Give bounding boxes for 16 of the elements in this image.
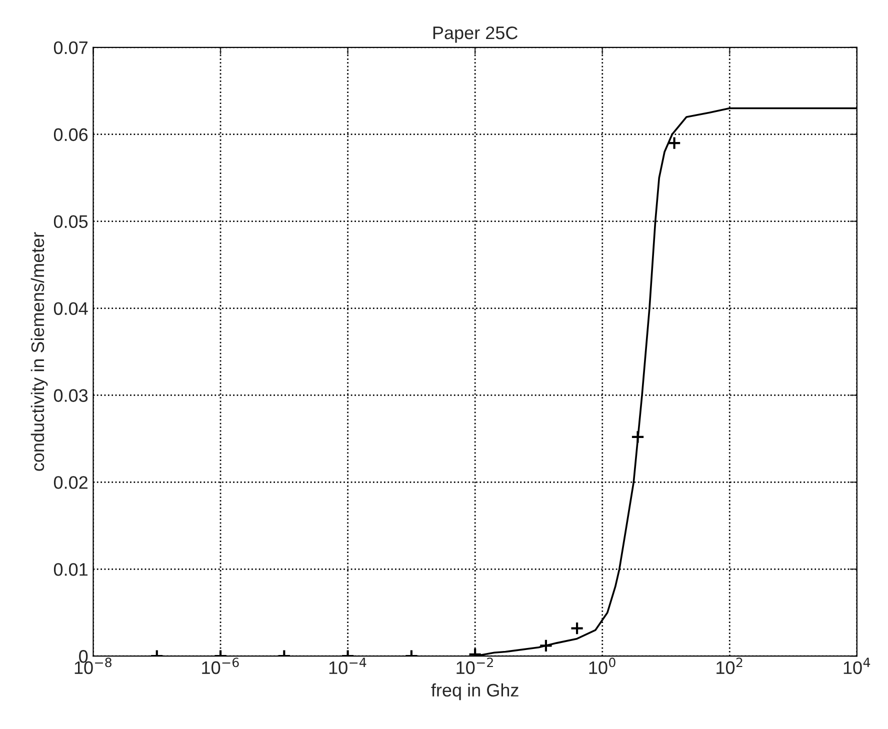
y-tick-label: 0.07 (54, 41, 88, 54)
x-tick-label: 10$^{−6}$ (202, 658, 239, 674)
y-tick-label: 0.01 (54, 563, 88, 576)
y-tick-label: 0.05 (54, 215, 88, 228)
x-tick-label: 10$^{−2}$ (456, 658, 493, 674)
y-tick-label: 0.02 (54, 476, 88, 489)
x-tick-label: 10$^{−4}$ (329, 658, 366, 674)
x-tick-label: 10$^{2}$ (716, 658, 742, 674)
x-tick-label: 10$^{0}$ (589, 658, 616, 674)
chart-title: Paper 25C (433, 26, 518, 43)
y-tick-label: 0.06 (54, 128, 88, 142)
y-tick-label: 0.04 (54, 302, 88, 315)
x-tick-label: 10$^{4}$ (844, 658, 870, 674)
x-axis-title: freq in Ghz (431, 683, 518, 700)
y-axis-title: conductivity in Siemens/meter (30, 232, 48, 471)
y-tick-label: 0.03 (54, 389, 88, 402)
